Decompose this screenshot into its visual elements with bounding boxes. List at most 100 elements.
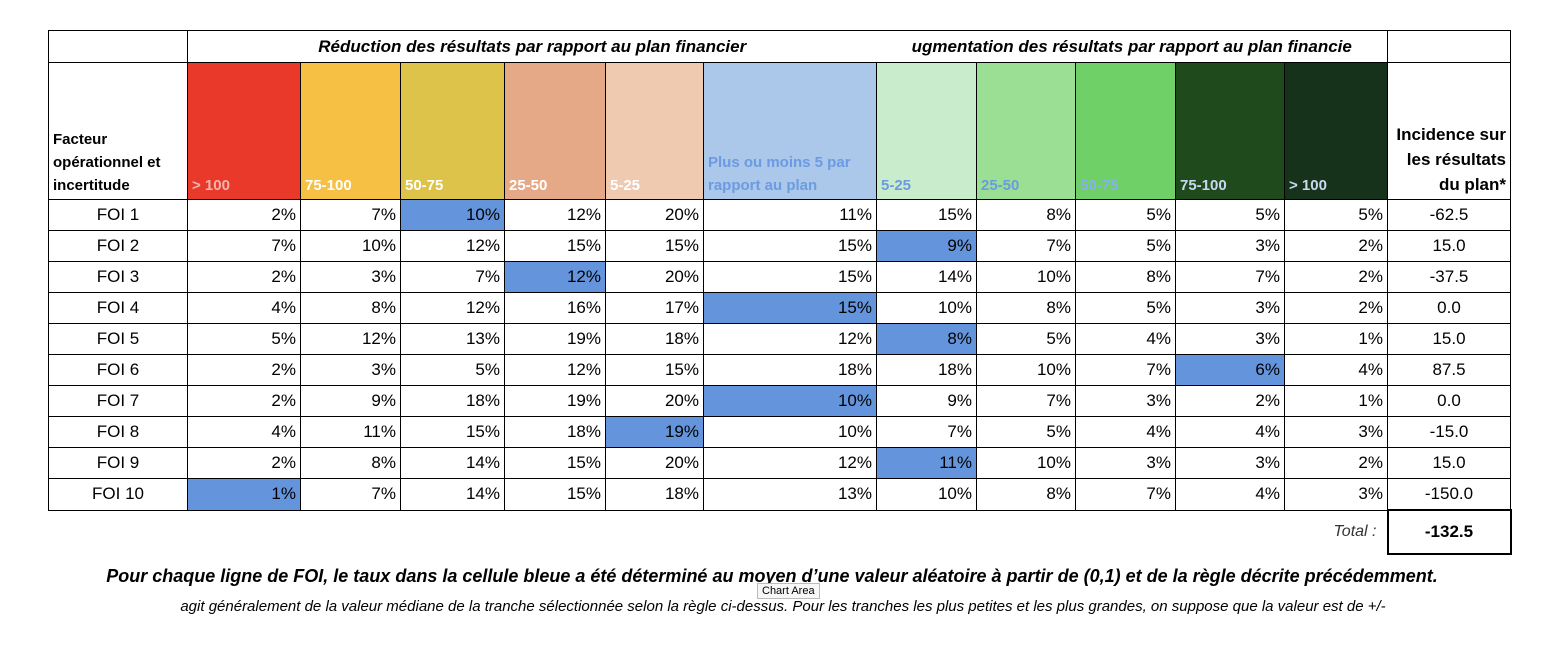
- percent-cell: 2%: [1284, 292, 1388, 324]
- percent-cell: 4%: [1175, 416, 1285, 448]
- percent-cell: 10%: [300, 230, 401, 262]
- row-label: FOI 10: [48, 478, 188, 511]
- table-row: FOI 5 5% 12% 13% 19% 18% 12% 8% 5% 4% 3% 1% 15.0: [48, 323, 1511, 355]
- total-value: -132.5: [1386, 509, 1512, 555]
- percent-cell: 18%: [605, 478, 704, 511]
- column-header: 50-75: [400, 62, 505, 200]
- percent-cell: 7%: [187, 230, 301, 262]
- table-row: FOI 3 2% 3% 7% 12% 20% 15% 14% 10% 8% 7% 2% -37.5: [48, 261, 1511, 293]
- percent-cell: 2%: [187, 199, 301, 231]
- column-header: 75-100: [300, 62, 401, 200]
- column-header: 75-100: [1175, 62, 1285, 200]
- percent-cell: 8%: [976, 292, 1076, 324]
- column-header: 25-50: [504, 62, 606, 200]
- percent-cell: 11%: [703, 199, 877, 231]
- footnote: Pour chaque ligne de FOI, le taux dans l…: [106, 566, 1438, 586]
- percent-cell: 2%: [1284, 230, 1388, 262]
- percent-cell: 4%: [187, 416, 301, 448]
- percent-cell: 3%: [1075, 447, 1176, 479]
- percent-cell: 11%: [876, 447, 977, 479]
- note: agit généralement de la valeur médiane d…: [180, 598, 1386, 615]
- percent-cell: 10%: [703, 416, 877, 448]
- percent-cell: 11%: [300, 416, 401, 448]
- percent-cell: 9%: [876, 230, 977, 262]
- percent-cell: 3%: [1175, 230, 1285, 262]
- percent-cell: 5%: [187, 323, 301, 355]
- percent-cell: 19%: [504, 385, 606, 417]
- percent-cell: 4%: [1075, 416, 1176, 448]
- percent-cell: 3%: [1175, 292, 1285, 324]
- table-row: FOI 7 2% 9% 18% 19% 20% 10% 9% 7% 3% 2% 1% 0.0: [48, 385, 1511, 417]
- percent-cell: 15%: [605, 230, 704, 262]
- row-label: FOI 1: [48, 199, 188, 231]
- impact-cell: 15.0: [1387, 230, 1511, 262]
- table-row: Total : -132.5: [49, 509, 1512, 555]
- column-header: 5-25: [605, 62, 704, 200]
- table-row: FOI 1 2% 7% 10% 12% 20% 11% 15% 8% 5% 5% 5% -62.5: [48, 199, 1511, 231]
- impact-cell: 15.0: [1387, 323, 1511, 355]
- percent-cell: 18%: [504, 416, 606, 448]
- impact-cell: -62.5: [1387, 199, 1511, 231]
- row-label: FOI 3: [48, 261, 188, 293]
- percent-cell: 1%: [187, 478, 301, 511]
- percent-cell: 7%: [1075, 478, 1176, 511]
- impact-cell: 15.0: [1387, 447, 1511, 479]
- row-label: FOI 9: [48, 447, 188, 479]
- row-label: FOI 4: [48, 292, 188, 324]
- percent-cell: 2%: [187, 261, 301, 293]
- group-header: ugmentation des résultats par rapport au…: [876, 30, 1388, 63]
- percent-cell: 20%: [605, 261, 704, 293]
- table-row: FOI 10 1% 7% 14% 15% 18% 13% 10% 8% 7% 4% 3% -150.0: [48, 478, 1511, 511]
- percent-cell: 2%: [1175, 385, 1285, 417]
- percent-cell: 20%: [605, 199, 704, 231]
- percent-cell: 7%: [876, 416, 977, 448]
- percent-cell: 7%: [300, 478, 401, 511]
- tooltip: Chart Area: [757, 583, 820, 599]
- table-row: Réduction des résultats par rapport au p…: [48, 30, 1511, 63]
- percent-cell: 3%: [1075, 385, 1176, 417]
- percent-cell: 15%: [504, 478, 606, 511]
- percent-cell: 5%: [976, 416, 1076, 448]
- percent-cell: 3%: [1175, 447, 1285, 479]
- percent-cell: 8%: [976, 478, 1076, 511]
- percent-cell: 3%: [300, 261, 401, 293]
- empty-cell: [1387, 30, 1511, 63]
- percent-cell: 14%: [400, 447, 505, 479]
- percent-cell: 12%: [703, 447, 877, 479]
- percent-cell: 5%: [1075, 230, 1176, 262]
- percent-cell: 10%: [976, 261, 1076, 293]
- percent-cell: 5%: [1075, 292, 1176, 324]
- row-header-label: Facteur opérationnel et incertitude: [48, 62, 188, 200]
- percent-cell: 5%: [1175, 199, 1285, 231]
- percent-cell: 10%: [876, 292, 977, 324]
- column-header: > 100: [1284, 62, 1388, 200]
- percent-cell: 10%: [400, 199, 505, 231]
- results-table: Réduction des résultats par rapport au p…: [48, 30, 1512, 555]
- total-label: Total :: [1333, 523, 1377, 541]
- percent-cell: 12%: [300, 323, 401, 355]
- percent-cell: 2%: [1284, 261, 1388, 293]
- percent-cell: 13%: [703, 478, 877, 511]
- percent-cell: 15%: [703, 292, 877, 324]
- percent-cell: 3%: [300, 354, 401, 386]
- percent-cell: 13%: [400, 323, 505, 355]
- table-row: FOI 8 4% 11% 15% 18% 19% 10% 7% 5% 4% 4% 3% -15.0: [48, 416, 1511, 448]
- percent-cell: 9%: [876, 385, 977, 417]
- impact-cell: -150.0: [1387, 478, 1511, 511]
- percent-cell: 3%: [1284, 478, 1388, 511]
- table-row: Facteur opérationnel et incertitude > 100…: [48, 62, 1511, 200]
- percent-cell: 9%: [300, 385, 401, 417]
- percent-cell: 17%: [605, 292, 704, 324]
- percent-cell: 5%: [1284, 199, 1388, 231]
- percent-cell: 14%: [876, 261, 977, 293]
- percent-cell: 5%: [1075, 199, 1176, 231]
- percent-cell: 20%: [605, 447, 704, 479]
- percent-cell: 15%: [703, 261, 877, 293]
- percent-cell: 15%: [703, 230, 877, 262]
- percent-cell: 10%: [876, 478, 977, 511]
- impact-cell: 0.0: [1387, 292, 1511, 324]
- percent-cell: 7%: [976, 230, 1076, 262]
- percent-cell: 8%: [976, 199, 1076, 231]
- percent-cell: 20%: [605, 385, 704, 417]
- percent-cell: 8%: [1075, 261, 1176, 293]
